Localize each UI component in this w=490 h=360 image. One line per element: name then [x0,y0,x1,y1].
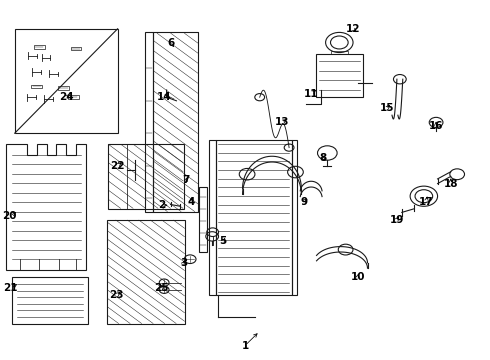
Text: 8: 8 [320,153,327,163]
Text: 6: 6 [168,38,175,48]
Bar [316,54,363,97]
Text: 24: 24 [59,92,74,102]
Bar [68,95,79,99]
Bar [108,144,184,209]
Text: 22: 22 [110,161,125,171]
Text: 14: 14 [157,92,172,102]
Bar [145,32,153,212]
Text: 13: 13 [274,117,289,127]
Text: 9: 9 [300,197,307,207]
Bar [199,187,207,252]
Bar [71,47,81,50]
Text: 23: 23 [109,290,124,300]
Bar [31,85,42,88]
Text: 21: 21 [3,283,18,293]
Text: 5: 5 [220,236,226,246]
Text: 16: 16 [429,121,443,131]
Text: 1: 1 [242,341,248,351]
Text: 10: 10 [350,272,365,282]
Bar [292,140,297,295]
Bar [209,140,216,295]
Bar [58,86,69,90]
Text: 25: 25 [154,283,169,293]
Bar [107,220,185,324]
Bar [216,140,292,295]
Text: 2: 2 [158,200,165,210]
Text: 12: 12 [345,24,360,34]
Text: 15: 15 [380,103,394,113]
Text: 17: 17 [419,197,434,207]
Bar [153,32,198,212]
Text: 20: 20 [2,211,17,221]
Text: 11: 11 [304,89,318,99]
Text: 19: 19 [390,215,404,225]
Text: 4: 4 [187,197,195,207]
Text: 3: 3 [180,258,187,268]
Text: 7: 7 [182,175,190,185]
Text: 18: 18 [443,179,458,189]
Bar [34,45,45,49]
Bar [330,51,348,54]
